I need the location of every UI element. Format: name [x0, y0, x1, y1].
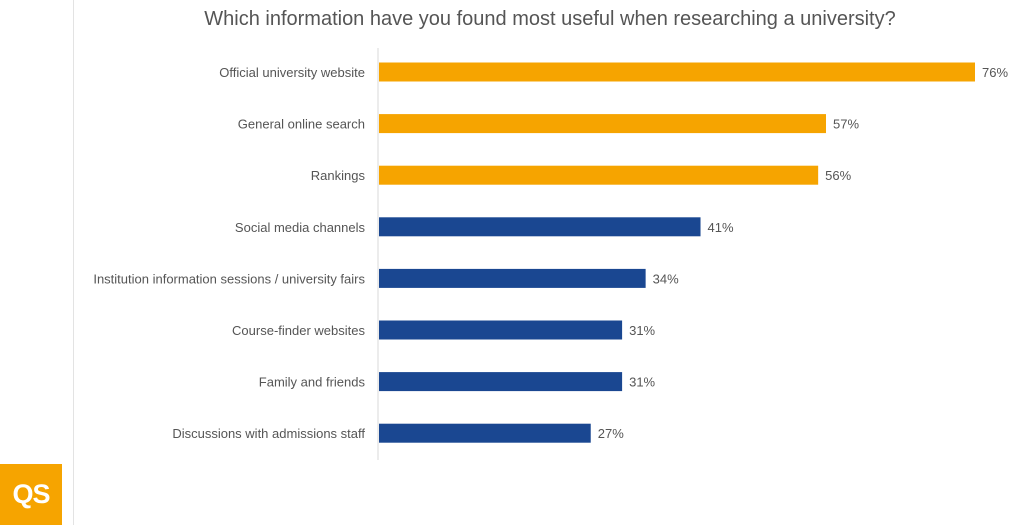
category-label: Institution information sessions / unive… — [93, 271, 365, 286]
qs-logo: QS — [0, 464, 62, 525]
value-label: 31% — [629, 323, 655, 338]
category-label: Family and friends — [259, 375, 366, 390]
value-label: 76% — [982, 65, 1008, 80]
bar — [379, 217, 701, 237]
category-label: Social media channels — [235, 220, 366, 235]
category-label: Discussions with admissions staff — [172, 426, 365, 441]
value-label: 41% — [708, 220, 734, 235]
chart-title: Which information have you found most us… — [204, 8, 896, 30]
value-label: 34% — [653, 271, 679, 286]
left-divider — [73, 0, 74, 525]
bar — [379, 268, 646, 288]
bar — [379, 320, 623, 340]
bar — [379, 114, 826, 134]
bar — [379, 62, 975, 82]
category-label: Rankings — [311, 168, 366, 183]
qs-logo-text: QS — [12, 479, 50, 509]
value-label: 31% — [629, 375, 655, 390]
bar — [379, 165, 819, 185]
category-label: Official university website — [219, 65, 365, 80]
value-label: 56% — [825, 168, 851, 183]
value-label: 27% — [598, 426, 624, 441]
category-label: Course-finder websites — [232, 323, 365, 338]
bar — [379, 423, 591, 443]
category-label: General online search — [238, 117, 365, 132]
value-label: 57% — [833, 117, 859, 132]
bar — [379, 372, 623, 392]
